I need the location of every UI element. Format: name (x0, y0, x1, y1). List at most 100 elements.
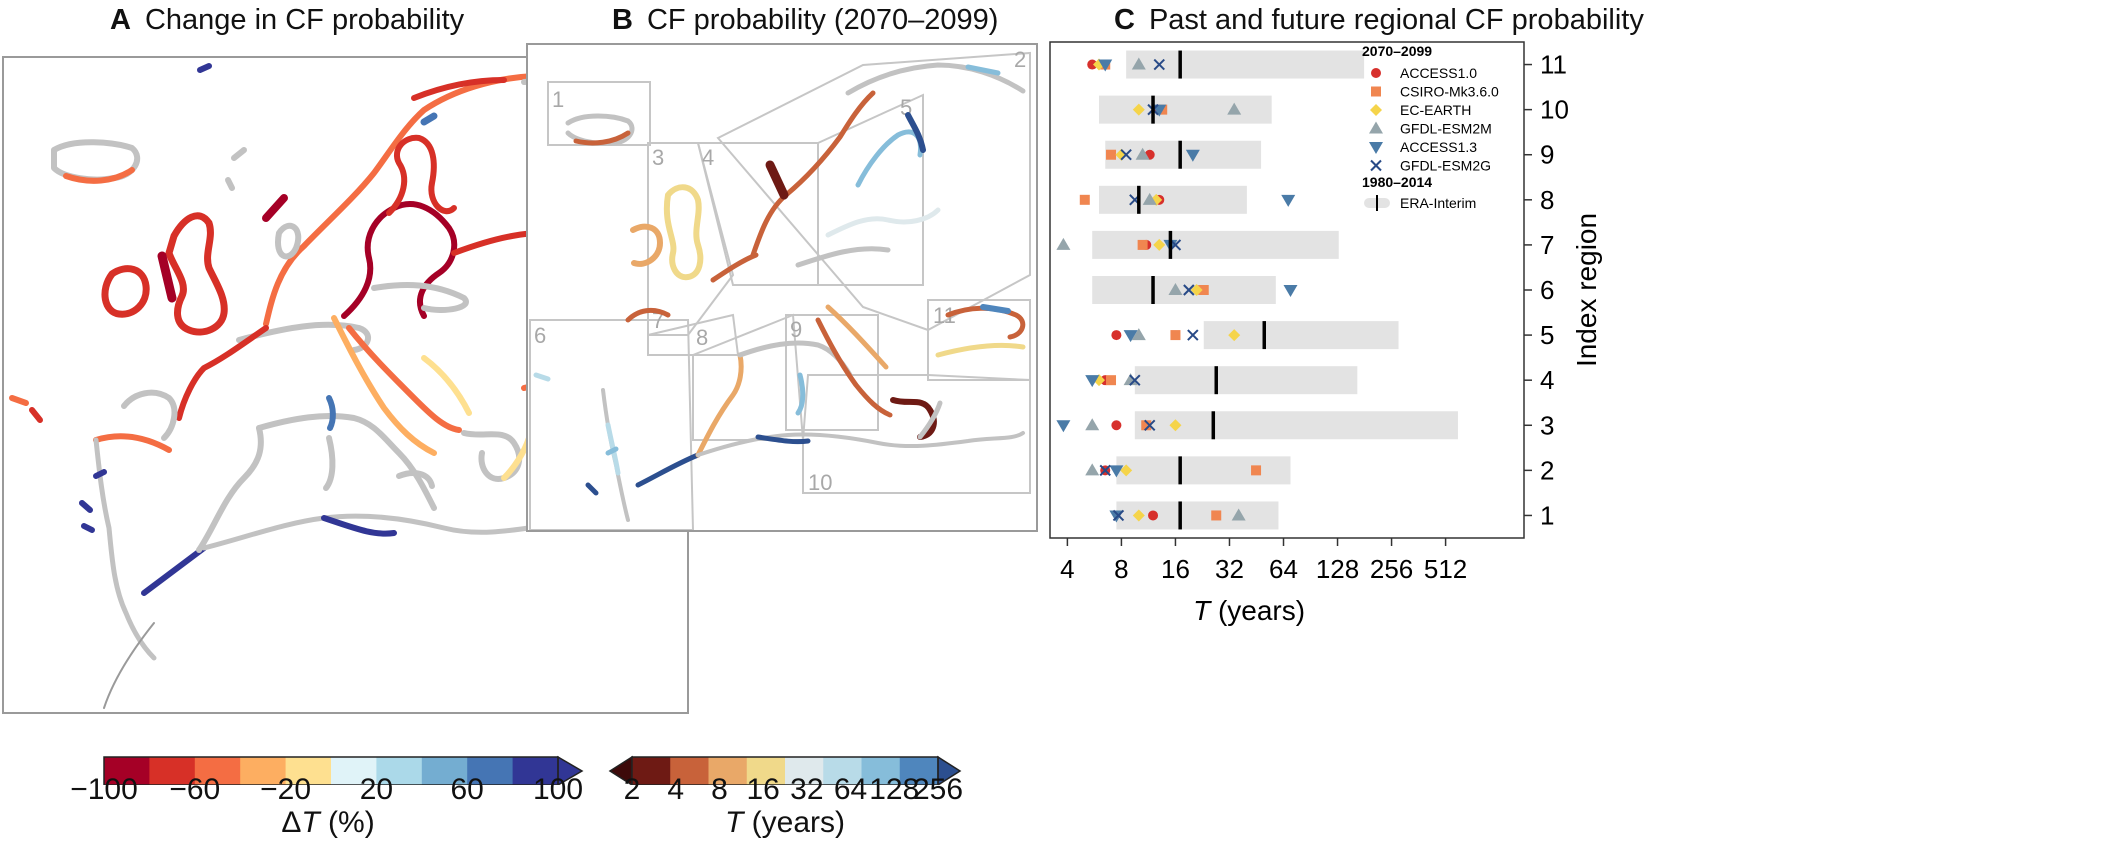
point-EC-EARTH (1132, 103, 1145, 116)
shetland (231, 147, 247, 161)
madeira (93, 469, 107, 479)
y-tick-label: 4 (1540, 365, 1554, 395)
region-label-11: 11 (933, 303, 956, 328)
faroe (225, 177, 235, 191)
colorbar-b-tick-label: 128 (869, 773, 920, 806)
b-ireland (630, 223, 663, 267)
region-box-9 (785, 314, 879, 431)
b-aegean (917, 400, 943, 440)
x-tick-label: 16 (1161, 554, 1190, 584)
point-ACCESS1.3 (1283, 285, 1298, 297)
y-tick-label: 6 (1540, 275, 1554, 305)
point-CSIRO-Mk3.6.0 (1170, 330, 1181, 341)
point-ACCESS1.3 (1281, 194, 1296, 207)
panel-b-letter: B (612, 4, 633, 36)
region-label-8: 8 (696, 325, 708, 350)
y-tick-label: 11 (1540, 50, 1567, 80)
b-black-sea-blue (980, 304, 1011, 314)
bothnia-coast (386, 134, 457, 216)
series-EC-EARTH (1092, 58, 1241, 522)
point-GFDL-ESM2M (1168, 283, 1183, 295)
era-range-bar (1098, 95, 1272, 124)
point-GFDL-ESM2M (1135, 147, 1150, 160)
era-range-bar (1134, 366, 1358, 395)
point-ACCESS1.3 (1109, 465, 1124, 478)
point-CSIRO-Mk3.6.0 (1211, 510, 1222, 521)
iberia-south-coast (141, 545, 207, 596)
colorbar-b-swatch (899, 757, 939, 785)
colorbar-a-swatch (331, 757, 377, 785)
b-norway-dark (765, 160, 789, 200)
colorbar-a-swatch (285, 757, 332, 785)
iceland-coast-south (63, 167, 135, 184)
point-EC-EARTH (1169, 419, 1182, 432)
series-GFDL-ESM2M (1056, 57, 1246, 521)
point-CSIRO-Mk3.6.0 (1106, 375, 1117, 386)
canary-2 (81, 523, 95, 533)
region-label-2: 2 (1014, 47, 1026, 72)
panel-c-letter: C (1114, 4, 1135, 36)
b-finland (855, 129, 924, 188)
colorbar-a-tick-label: 20 (359, 773, 394, 806)
gibraltar-line (103, 622, 155, 709)
colorbar-a-swatch (376, 757, 423, 785)
panel-b-map: 1 2 3 4 5 6 7 8 9 10 11 (529, 47, 1031, 531)
y-tick-label: 2 (1540, 455, 1554, 485)
point-ACCESS1.3 (1185, 149, 1200, 162)
b-iberia-east (695, 352, 744, 458)
point-GFDL-ESM2M (1227, 102, 1242, 115)
y-axis-label: Index region (1571, 213, 1602, 367)
colorbar-a-swatch (512, 757, 559, 785)
jan-mayen (197, 63, 212, 73)
b-africa-blue (755, 434, 811, 445)
colorbar-a-tick-label: 60 (450, 773, 484, 806)
legend-label: EC-EARTH (1400, 102, 1471, 118)
panel-c-title: C Past and future regional CF probability (1114, 4, 1644, 37)
region-box-6 (529, 319, 695, 531)
b-france-west (625, 307, 671, 323)
point-EC-EARTH (1132, 509, 1145, 522)
legend-label: CSIRO-Mk3.6.0 (1400, 84, 1499, 100)
era-range-bar (1116, 456, 1291, 485)
point-CSIRO-Mk3.6.0 (1251, 465, 1262, 476)
b-canary (585, 482, 599, 496)
colorbar-b-tick-label: 32 (790, 773, 824, 806)
africa-blue (321, 515, 397, 537)
region-box-2 (716, 51, 1031, 332)
azores (9, 395, 29, 406)
y-tick-label: 9 (1540, 140, 1554, 170)
legend-label: ACCESS1.0 (1400, 65, 1477, 81)
point-GFDL-ESM2G (1187, 329, 1199, 341)
region-label-10: 10 (808, 470, 832, 495)
point-GFDL-ESM2G (1153, 58, 1165, 71)
point-GFDL-ESM2M (1085, 418, 1100, 431)
b-italy (815, 317, 893, 418)
point-CSIRO-Mk3.6.0 (1137, 239, 1148, 250)
colorbar-b-tick-label: 4 (667, 773, 685, 806)
panel-c-title-text: Past and future regional CF probability (1148, 4, 1644, 36)
canary-1 (79, 500, 93, 513)
b-scandinavia-north (845, 62, 1026, 96)
denmark (275, 222, 302, 260)
legend-label: ERA-Interim (1400, 195, 1476, 211)
y-tick-label: 1 (1540, 500, 1554, 530)
point-ACCESS1.0 (1148, 510, 1159, 521)
colorbar-b-tick-label: 8 (711, 773, 728, 806)
britain-coast (165, 212, 228, 336)
b-black-sea (945, 305, 1026, 340)
legend: 2070–2099 ACCESS1.0 CSIRO-Mk3.6.0 EC-EARTH G… (1362, 43, 1499, 211)
iberia-west-coast (93, 437, 157, 661)
panel-b-title-text: CF probability (2070–2099) (646, 4, 999, 36)
b-italy-east (825, 304, 889, 370)
colorbar-b-swatch (861, 757, 901, 785)
b-med-south (696, 431, 1025, 457)
colorbar-a-tick-label: −20 (260, 773, 312, 806)
b-norway-west (750, 90, 876, 258)
legend-label: GFDL-ESM2M (1400, 121, 1492, 137)
b-greece (890, 397, 937, 440)
era-range-bar (1098, 185, 1247, 214)
colorbar-b-tick-label: 16 (746, 773, 780, 806)
x-axis-label-var: T (1193, 595, 1212, 626)
colorbar-b (608, 755, 962, 785)
era-range-bar (1092, 230, 1339, 259)
